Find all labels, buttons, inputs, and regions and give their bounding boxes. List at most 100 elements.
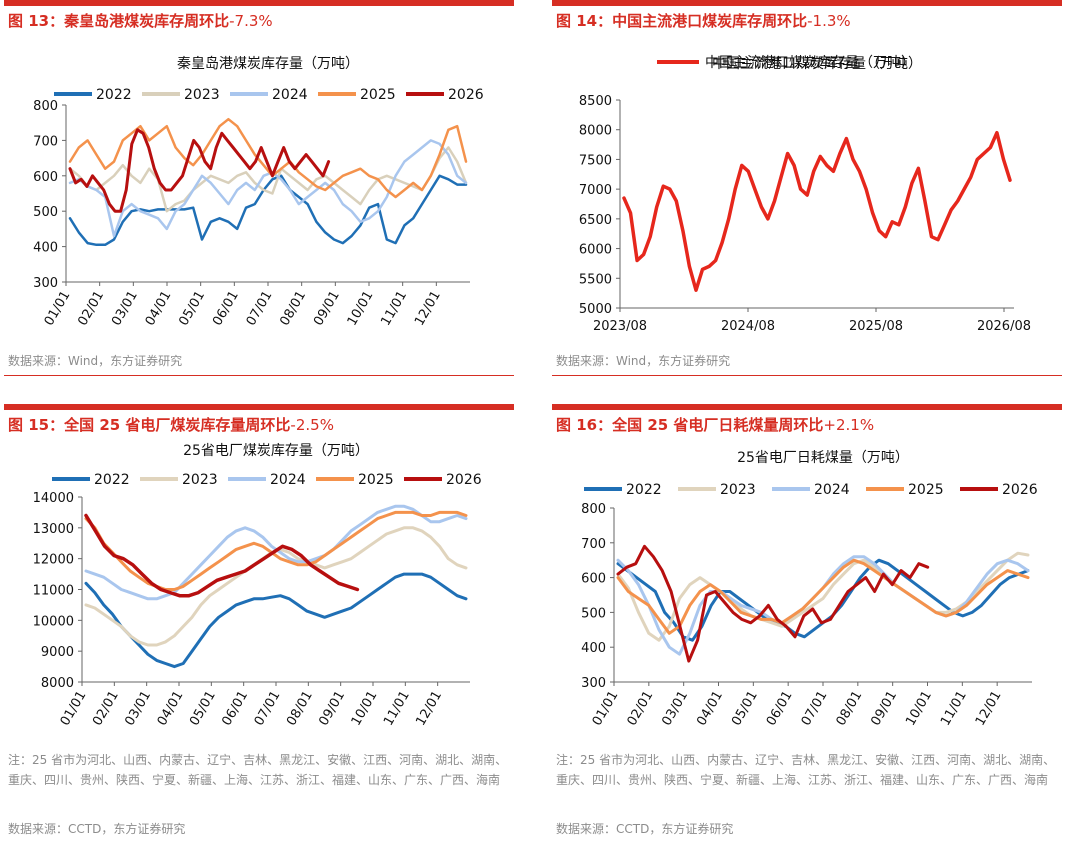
x-tick-label: 08/01	[834, 689, 866, 729]
series-line-2022	[68, 174, 468, 247]
x-tick-label: 05/01	[729, 689, 761, 729]
x-tick-label: 12/01	[973, 689, 1005, 729]
x-tick-label: 01/01	[42, 289, 74, 329]
series-line-2024	[68, 139, 468, 238]
source-note: 数据来源：Wind，东方证券研究	[556, 354, 731, 368]
footnote: 注：25 省市为河北、山西、内蒙古、辽宁、吉林、黑龙江、安徽、江西、河南、湖北、…	[8, 753, 508, 787]
y-tick-label: 400	[33, 241, 58, 256]
legend-label-2024: 2024	[272, 87, 308, 103]
chart-title: 25省电厂煤炭库存量（万吨）	[183, 443, 369, 459]
panel-title: 图 15：全国 25 省电厂煤炭库存量周环比-2.5%	[8, 416, 334, 434]
x-tick-label: 10/01	[349, 689, 381, 729]
y-tick-label: 500	[581, 606, 606, 621]
x-tick-label: 09/01	[868, 689, 900, 729]
y-tick-label: 8000	[41, 676, 74, 691]
x-tick-label: 01/01	[58, 689, 90, 729]
y-tick-label: 7500	[579, 153, 612, 168]
x-tick-label: 05/01	[187, 689, 219, 729]
footnote: 注：25 省市为河北、山西、内蒙古、辽宁、吉林、黑龙江、安徽、江西、河南、湖北、…	[556, 753, 1056, 787]
x-tick-label: 2026/08	[977, 319, 1031, 334]
chart-title: 中国主流港口煤炭库存量（万吨）	[712, 56, 922, 72]
x-tick-label: 11/01	[938, 689, 970, 729]
y-tick-label: 600	[581, 572, 606, 587]
y-tick-label: 8000	[579, 124, 612, 139]
panel-top-bar	[4, 404, 514, 410]
series-line-中国主流港口煤炭库存量（万吨）	[622, 130, 1012, 292]
y-tick-label: 6000	[579, 243, 612, 258]
x-tick-label: 12/01	[412, 289, 444, 329]
series-line-2025	[84, 510, 468, 591]
y-tick-label: 9000	[41, 645, 74, 660]
panel-fig14: 图 14：中国主流港口煤炭库存周环比-1.3% 中国主流港口煤炭库存量（万吨） 5…	[552, 0, 1062, 410]
chart-title: 25省电厂日耗煤量（万吨）	[737, 450, 909, 466]
panel-bottom-line	[4, 375, 514, 376]
x-tick-label: 08/01	[284, 689, 316, 729]
y-tick-label: 11000	[33, 584, 74, 599]
y-tick-label: 5000	[579, 302, 612, 317]
x-tick-label: 03/01	[109, 289, 141, 329]
y-tick-label: 7000	[579, 183, 612, 198]
x-tick-label: 07/01	[252, 689, 284, 729]
source-note: 数据来源：CCTD，东方证券研究	[8, 822, 186, 836]
x-tick-label: 06/01	[219, 689, 251, 729]
x-tick-label: 01/01	[590, 689, 622, 729]
panel-title: 图 13：秦皇岛港煤炭库存周环比-7.3%	[8, 12, 273, 30]
series-line-2026	[68, 128, 331, 213]
y-tick-label: 12000	[33, 553, 74, 568]
legend-label-2023: 2023	[720, 482, 756, 498]
y-tick-label: 8500	[579, 94, 612, 109]
y-tick-label: 600	[33, 170, 58, 185]
chart-25prov-plant-inventory: 25省电厂煤炭库存量（万吨） 8000 9000 10000 11000 12000 130…	[33, 443, 482, 729]
x-tick-label: 2023/08	[593, 319, 647, 334]
y-tick-label: 6500	[579, 213, 612, 228]
x-tick-label: 07/01	[799, 689, 831, 729]
panel-title: 图 14：中国主流港口煤炭库存周环比-1.3%	[556, 12, 851, 30]
series-line-2026	[616, 544, 930, 663]
series-line-2023	[68, 146, 468, 213]
panel-top-bar	[552, 404, 1062, 410]
panel-title: 图 16：全国 25 省电厂日耗煤量周环比+2.1%	[556, 416, 875, 434]
x-tick-label: 10/01	[345, 289, 377, 329]
chart-qhd-port-inventory: 秦皇岛港煤炭库存量（万吨） 300 400 500 600 700 800 01/01 02/0…	[33, 56, 484, 329]
y-tick-label: 800	[33, 99, 58, 114]
legend-label-2026: 2026	[446, 472, 482, 488]
x-tick-label: 03/01	[659, 689, 691, 729]
y-tick-label: 300	[581, 676, 606, 691]
y-tick-label: 300	[33, 276, 58, 291]
legend-label-2025: 2025	[908, 482, 944, 498]
x-tick-label: 09/01	[311, 289, 343, 329]
y-tick-label: 13000	[33, 522, 74, 537]
y-tick-label: 10000	[33, 614, 74, 629]
x-tick-label: 06/01	[210, 289, 242, 329]
x-tick-label: 05/01	[176, 289, 208, 329]
chart-main-port-inventory: 中国主流港口煤炭库存量（万吨） 5000 5500 6000 6500 7000 7500 8…	[579, 55, 1031, 334]
x-tick-label: 02/01	[90, 689, 122, 729]
series-line-2026	[84, 513, 360, 598]
x-tick-label: 10/01	[903, 689, 935, 729]
series-line-2022	[84, 572, 468, 669]
x-tick-label: 04/01	[143, 289, 175, 329]
x-tick-label: 02/01	[75, 289, 107, 329]
chart-title: 秦皇岛港煤炭库存量（万吨）	[177, 56, 359, 72]
panel-bottom-line	[552, 375, 1062, 376]
x-tick-label: 2025/08	[849, 319, 903, 334]
y-tick-label: 700	[581, 537, 606, 552]
panel-top-bar	[552, 0, 1062, 6]
source-note: 数据来源：CCTD，东方证券研究	[556, 822, 734, 836]
y-tick-label: 400	[581, 641, 606, 656]
x-tick-label: 2024/08	[721, 319, 775, 334]
y-tick-label: 700	[33, 134, 58, 149]
legend-label-2023: 2023	[184, 87, 220, 103]
y-tick-label: 500	[33, 205, 58, 220]
panel-top-bar	[4, 0, 514, 6]
x-tick-label: 02/01	[625, 689, 657, 729]
x-tick-label: 09/01	[316, 689, 348, 729]
legend-label-2026: 2026	[1002, 482, 1038, 498]
x-tick-label: 03/01	[122, 689, 154, 729]
x-tick-label: 11/01	[378, 289, 410, 329]
x-tick-label: 07/01	[244, 289, 276, 329]
x-tick-label: 04/01	[694, 689, 726, 729]
source-note: 数据来源：Wind，东方证券研究	[8, 354, 183, 368]
panel-fig13: 图 13：秦皇岛港煤炭库存周环比-7.3% 秦皇岛港煤炭库存量（万吨） 300 40…	[4, 0, 514, 410]
legend-label-2022: 2022	[626, 482, 662, 498]
